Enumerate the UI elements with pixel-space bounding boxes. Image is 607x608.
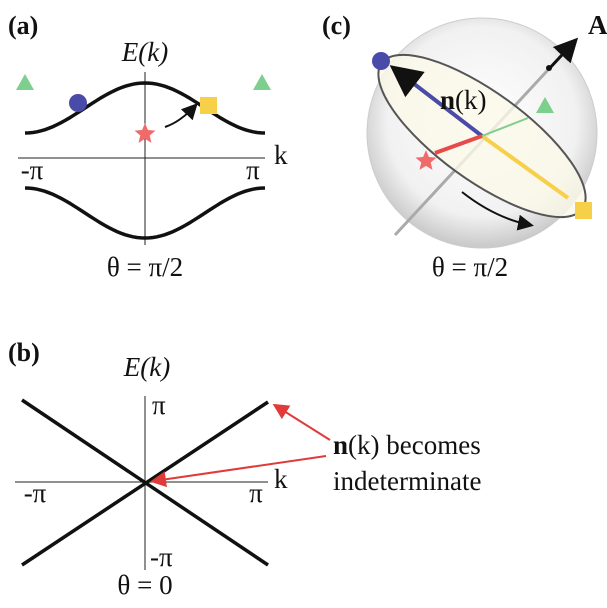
annotation-arrow xyxy=(276,406,330,440)
panel-c: (c) A n(k) θ = π/2 xyxy=(322,10,607,282)
triangle-marker xyxy=(16,74,34,90)
square-marker xyxy=(575,202,592,219)
x-tick-label: -π xyxy=(21,155,44,185)
x-tick-label: π xyxy=(249,478,263,508)
figure: (a) E(k) -π π k θ = π/2 (c) A n(k) θ = π… xyxy=(0,0,607,608)
circle-marker xyxy=(372,52,390,70)
y-tick-label: -π xyxy=(150,542,173,572)
label-rest: (k) xyxy=(455,85,486,115)
panel-label: (a) xyxy=(8,11,38,40)
annotation-rest: (k) becomes xyxy=(348,430,481,460)
annotation: n(k) becomes xyxy=(333,430,481,460)
y-label: E(k) xyxy=(121,37,168,67)
panel-label: (b) xyxy=(8,338,40,367)
caption: θ = 0 xyxy=(117,570,172,600)
panel-b: (b) E(k) π -π -π π k n(k) becomes indete… xyxy=(8,338,481,600)
y-tick-label: π xyxy=(152,390,166,420)
bold-symbol: n xyxy=(333,430,348,460)
square-marker xyxy=(200,97,217,114)
triangle-marker xyxy=(253,74,271,90)
panel-label: (c) xyxy=(322,11,351,40)
y-label: E(k) xyxy=(123,352,170,382)
arrow xyxy=(165,106,195,127)
circle-marker xyxy=(69,94,87,112)
x-tick-label: -π xyxy=(24,478,47,508)
panel-a: (a) E(k) -π π k θ = π/2 xyxy=(8,11,288,282)
caption: θ = π/2 xyxy=(107,252,183,282)
x-label: k xyxy=(274,140,288,170)
x-tick-label: π xyxy=(246,155,260,185)
axis-label: A xyxy=(588,10,607,40)
x-label: k xyxy=(274,464,288,494)
bold-symbol: n xyxy=(440,85,455,115)
caption: θ = π/2 xyxy=(432,252,508,282)
annotation: indeterminate xyxy=(333,466,481,496)
vector-label: n(k) xyxy=(440,85,487,115)
axis-dot xyxy=(546,65,552,71)
